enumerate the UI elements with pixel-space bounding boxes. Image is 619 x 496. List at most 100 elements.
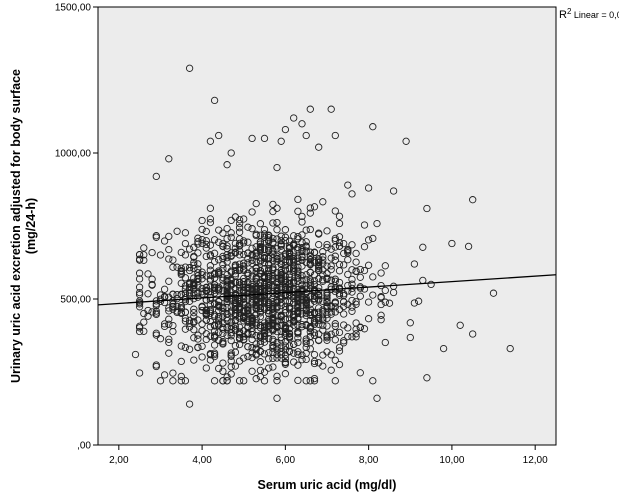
data-point: [181, 325, 190, 333]
data-point: [315, 287, 323, 296]
data-point: [206, 283, 215, 291]
data-point: [273, 372, 281, 380]
data-point: [265, 298, 273, 306]
data-point: [281, 250, 290, 259]
data-point: [310, 297, 319, 305]
data-point: [356, 323, 364, 331]
data-point: [315, 240, 323, 249]
data-point: [360, 221, 369, 229]
data-point: [298, 212, 306, 221]
data-point: [277, 259, 285, 267]
data-point: [327, 276, 335, 285]
data-point: [294, 338, 302, 347]
data-point: [210, 236, 219, 244]
data-point: [135, 288, 144, 297]
data-point: [331, 277, 339, 285]
data-point: [344, 270, 352, 279]
data-point: [352, 298, 360, 306]
data-point: [265, 334, 273, 343]
data-point: [240, 313, 248, 321]
data-point: [310, 374, 319, 383]
data-point: [273, 245, 281, 253]
data-point: [231, 302, 240, 311]
data-point: [269, 354, 277, 363]
data-point: [177, 248, 185, 257]
data-point: [302, 271, 310, 279]
data-point: [252, 321, 260, 329]
data-point: [256, 312, 265, 321]
data-point: [181, 297, 190, 306]
data-point: [294, 246, 302, 254]
data-point: [152, 233, 160, 241]
data-point: [298, 292, 306, 300]
data-point: [265, 319, 273, 327]
data-point: [190, 326, 198, 334]
data-point: [306, 209, 314, 217]
data-point: [277, 336, 285, 344]
data-point: [135, 324, 144, 332]
data-point: [210, 249, 219, 257]
data-point: [277, 137, 285, 145]
data-point: [340, 337, 348, 345]
data-point: [319, 266, 327, 274]
data-point: [315, 262, 323, 270]
data-point: [269, 363, 277, 371]
data-point: [298, 248, 306, 256]
data-point: [256, 358, 265, 366]
data-point: [273, 252, 281, 260]
data-point: [202, 364, 210, 372]
data-point: [302, 321, 310, 329]
data-point: [302, 131, 310, 140]
data-point: [231, 348, 240, 356]
data-point: [331, 256, 339, 264]
data-point: [256, 242, 265, 251]
data-point: [210, 350, 219, 359]
data-point: [190, 285, 198, 294]
data-point: [331, 377, 339, 385]
data-point: [244, 323, 252, 332]
data-point: [215, 317, 223, 325]
data-point: [294, 294, 302, 303]
data-point: [160, 322, 169, 331]
data-point: [173, 295, 181, 303]
data-point: [190, 317, 198, 326]
data-point: [327, 366, 335, 374]
data-point: [331, 322, 339, 330]
data-point: [344, 245, 352, 254]
data-point: [281, 226, 290, 234]
data-point: [177, 372, 185, 381]
data-point: [277, 237, 285, 245]
data-point: [327, 245, 335, 253]
x-axis-title: Serum uric acid (mg/dl): [258, 478, 397, 492]
data-point: [210, 270, 219, 278]
data-point: [269, 304, 277, 313]
data-point: [227, 281, 235, 290]
data-point: [290, 232, 298, 240]
data-point: [194, 343, 202, 351]
data-point: [202, 309, 210, 317]
data-point: [327, 302, 335, 310]
plot-frame: [97, 6, 557, 446]
data-point: [364, 315, 373, 323]
data-point: [215, 320, 223, 328]
data-point: [256, 297, 265, 305]
data-point: [306, 305, 314, 313]
data-point: [269, 219, 277, 227]
data-point: [265, 355, 273, 363]
data-point: [215, 238, 223, 246]
data-point: [223, 224, 231, 233]
data-point: [369, 377, 377, 385]
data-point: [135, 269, 144, 277]
data-point: [244, 352, 252, 361]
data-point: [306, 311, 314, 319]
data-point: [310, 277, 319, 285]
data-point: [302, 337, 310, 345]
data-point: [340, 339, 348, 347]
data-point: [356, 369, 364, 377]
data-point: [281, 297, 290, 305]
data-point: [260, 319, 269, 327]
data-point: [456, 321, 464, 329]
data-point: [256, 337, 265, 346]
data-point: [402, 137, 410, 145]
data-point: [273, 302, 281, 310]
